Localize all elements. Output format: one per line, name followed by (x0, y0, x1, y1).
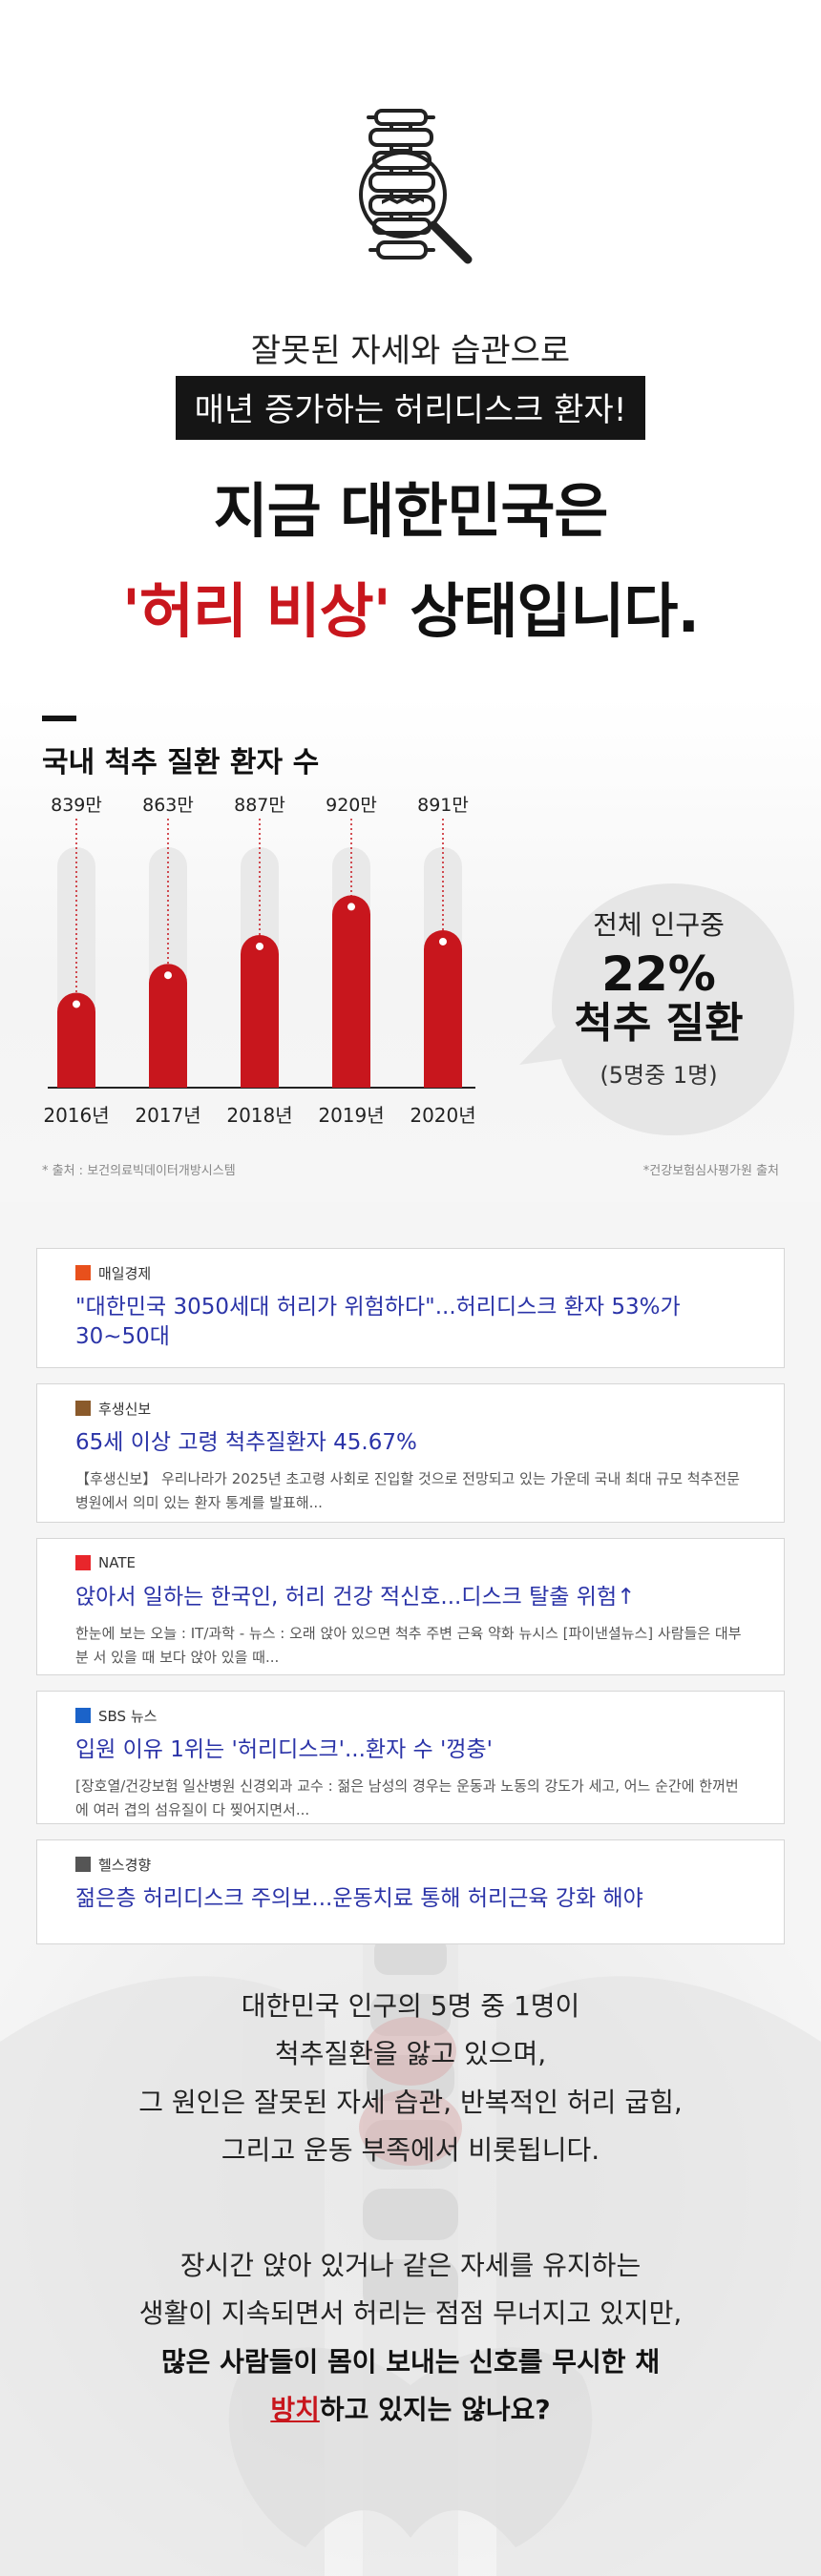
news-headline-link[interactable]: 입원 이유 1위는 '허리디스크'...환자 수 '껑충' (75, 1737, 493, 1762)
bar-dot (346, 901, 357, 913)
source-left: * 출처 : 보건의료빅데이터개방시스템 (42, 1164, 236, 1178)
bubble-line1: 전체 인구중 (593, 909, 725, 941)
bubble-percent: 22% (601, 946, 716, 1002)
body-line-bold: 많은 사람들이 몸이 보내는 신호를 무시한 채 (160, 2345, 661, 2378)
bar-2016년 (57, 992, 95, 1088)
category-label: 2017년 (135, 1104, 200, 1127)
hero-title: 지금 대한민국은 (213, 476, 609, 546)
hero-title-rest: 상태입니다. (389, 576, 700, 646)
bar-dot (437, 935, 449, 947)
news-publisher-name: 헬스경향 (98, 1856, 152, 1874)
spine-background-image (0, 1927, 821, 2576)
source-right: *건강보험심사평가원 출처 (642, 1164, 779, 1178)
body-paragraph-1: 대한민국 인구의 5명 중 1명이 척추질환을 앓고 있으며, 그 원인은 잘못… (0, 1983, 821, 2175)
sbs-logo-icon (75, 1708, 91, 1723)
health-logo-icon (75, 1857, 91, 1872)
highlight-word: 방치 (270, 2394, 320, 2426)
bar-dot (71, 998, 82, 1010)
value-label: 891만 (417, 795, 469, 816)
bubble-note: (5명중 1명) (600, 1062, 718, 1090)
bar-chart: 839만 2016년 863만 2017년 887만 2018년 920만 2019년 891만… (43, 795, 475, 1127)
body-line: 그 원인은 잘못된 자세 습관, 반복적인 허리 굽힘, (138, 2086, 683, 2118)
body-line: 장시간 앉아 있거나 같은 자세를 유지하는 (179, 2250, 642, 2281)
value-label: 863만 (142, 795, 194, 816)
hero-tag-wrap: 매년 증가하는 허리디스크 환자! (0, 376, 821, 440)
hero-tag: 매년 증가하는 허리디스크 환자! (175, 376, 646, 440)
body-line: 척추질환을 앓고 있으며, (274, 2038, 547, 2070)
hero-section: 잘못된 자세와 습관으로 매년 증가하는 허리디스크 환자! 지금 대한민국은 … (0, 0, 821, 668)
news-snippet: [장호열/건강보험 일산병원 신경외과 교수 : 젊은 남성의 경우는 운동과 … (75, 1777, 739, 1818)
section-dash (42, 716, 76, 721)
news-publisher-name: 매일경제 (98, 1264, 152, 1282)
bar-2017년 (149, 964, 187, 1088)
body-line: 대한민국 인구의 5명 중 1명이 (241, 1990, 580, 2022)
news-publisher: 매일경제 (75, 1262, 746, 1283)
bar-dot (254, 940, 265, 952)
hero-title-accent: '허리 비상' (121, 576, 391, 646)
body-line-rest: 하고 있지는 않나요? (319, 2394, 551, 2426)
value-label: 920만 (326, 795, 377, 816)
body-line-final: 방치하고 있지는 않나요? (0, 2386, 821, 2434)
news-card[interactable]: 매일경제 "대한민국 3050세대 허리가 위험하다"...허리디스크 환자 53… (36, 1248, 785, 1368)
news-publisher-name: SBS 뉴스 (98, 1707, 158, 1725)
hero-title-line2: '허리 비상' 상태입니다. (0, 582, 821, 641)
bar-dot (162, 969, 174, 982)
bar-2018년 (241, 934, 279, 1088)
spine-magnifier-icon (359, 109, 473, 264)
mk-logo-icon (75, 1265, 91, 1280)
value-label: 887만 (234, 795, 285, 816)
news-snippet: 【후생신보】 우리나라가 2025년 초고령 사회로 진입할 것으로 전망되고 … (75, 1470, 740, 1511)
bubble-text: 전체 인구중 22% 척추 질환 (5명중 1명) (530, 899, 788, 1090)
value-label: 839만 (51, 795, 102, 816)
bubble-label: 척추 질환 (574, 999, 744, 1048)
news-card[interactable]: 후생신보 65세 이상 고령 척추질환자 45.67% 【후생신보】 우리나라가 2… (36, 1383, 785, 1523)
body-line: 그리고 운동 부족에서 비롯됩니다. (221, 2134, 600, 2167)
bar-2019년 (332, 895, 370, 1088)
body-paragraph-2: 장시간 앉아 있거나 같은 자세를 유지하는 생활이 지속되면서 허리는 점점 … (0, 2242, 821, 2435)
category-label: 2020년 (410, 1104, 475, 1127)
news-headline-link[interactable]: 앉아서 일하는 한국인, 허리 건강 적신호...디스크 탈출 위험↑ (75, 1585, 636, 1610)
body-line: 생활이 지속되면서 허리는 점점 무너지고 있지만, (138, 2297, 683, 2330)
bar-2020년 (424, 929, 462, 1088)
news-publisher: NATE (75, 1552, 746, 1573)
news-headline-link[interactable]: "대한민국 3050세대 허리가 위험하다"...허리디스크 환자 53%가 3… (75, 1295, 681, 1350)
news-snippet: 한눈에 보는 오늘 : IT/과학 - 뉴스 : 오래 앉아 있으면 척추 주변… (75, 1625, 742, 1666)
news-section: 매일경제 "대한민국 3050세대 허리가 위험하다"...허리디스크 환자 53… (0, 1202, 821, 2576)
news-publisher-name: NATE (98, 1554, 136, 1571)
category-label: 2018년 (226, 1104, 292, 1127)
category-label: 2019년 (318, 1104, 384, 1127)
stat-bubble (519, 883, 794, 1135)
news-headline-link[interactable]: 65세 이상 고령 척추질환자 45.67% (75, 1430, 417, 1455)
news-publisher: SBS 뉴스 (75, 1705, 746, 1726)
news-publisher-name: 후생신보 (98, 1400, 152, 1418)
news-card[interactable]: NATE 앉아서 일하는 한국인, 허리 건강 적신호...디스크 탈출 위험↑ 한… (36, 1538, 785, 1675)
category-label: 2016년 (43, 1104, 109, 1127)
husaeng-logo-icon (75, 1401, 91, 1416)
news-publisher: 후생신보 (75, 1398, 746, 1419)
hero-subtitle: 잘못된 자세와 습관으로 (250, 332, 571, 370)
chart-section: 국내 척추 질환 환자 수 839만 2016년 863만 2017년 887만 2018… (0, 696, 821, 1202)
chart-title: 국내 척추 질환 환자 수 (42, 746, 320, 779)
news-publisher: 헬스경향 (75, 1854, 746, 1875)
nate-logo-icon (75, 1555, 91, 1570)
news-headline-link[interactable]: 젊은층 허리디스크 주의보...운동치료 통해 허리근육 강화 해야 (75, 1886, 643, 1911)
